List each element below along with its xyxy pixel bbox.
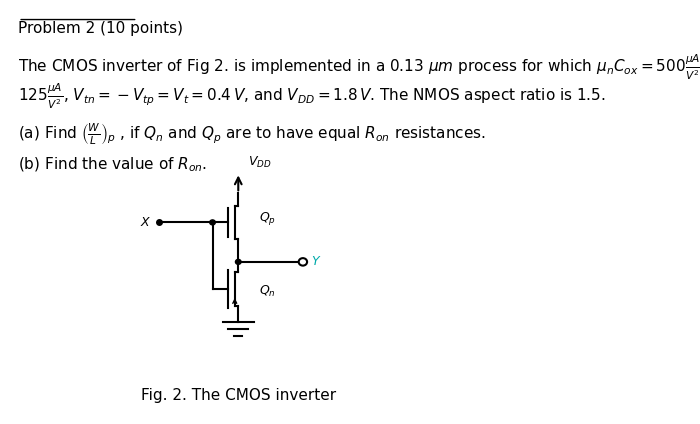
- Text: $Q_n$: $Q_n$: [259, 283, 276, 298]
- Text: $V_{DD}$: $V_{DD}$: [248, 155, 271, 170]
- Text: $125\frac{\mu A}{V^2}$, $V_{tn} = -V_{tp} = V_t = 0.4\,V$, and $V_{DD} = 1.8\,V$: $125\frac{\mu A}{V^2}$, $V_{tn} = -V_{tp…: [18, 81, 606, 111]
- Text: (a) Find $\left(\frac{W}{L}\right)_p$ , if $Q_n$ and $Q_p$ are to have equal $R_: (a) Find $\left(\frac{W}{L}\right)_p$ , …: [18, 120, 486, 147]
- Text: The CMOS inverter of Fig 2. is implemented in a 0.13 $\mu m$ process for which $: The CMOS inverter of Fig 2. is implement…: [18, 52, 700, 81]
- Text: $Q_p$: $Q_p$: [259, 210, 276, 227]
- Circle shape: [210, 220, 216, 225]
- Text: Fig. 2. The CMOS inverter: Fig. 2. The CMOS inverter: [141, 388, 336, 403]
- Text: $Y$: $Y$: [311, 255, 321, 268]
- Circle shape: [235, 259, 241, 265]
- Text: (b) Find the value of $R_{on}$.: (b) Find the value of $R_{on}$.: [18, 156, 207, 174]
- Text: $X$: $X$: [140, 216, 152, 229]
- Text: Problem 2 (10 points): Problem 2 (10 points): [18, 21, 183, 36]
